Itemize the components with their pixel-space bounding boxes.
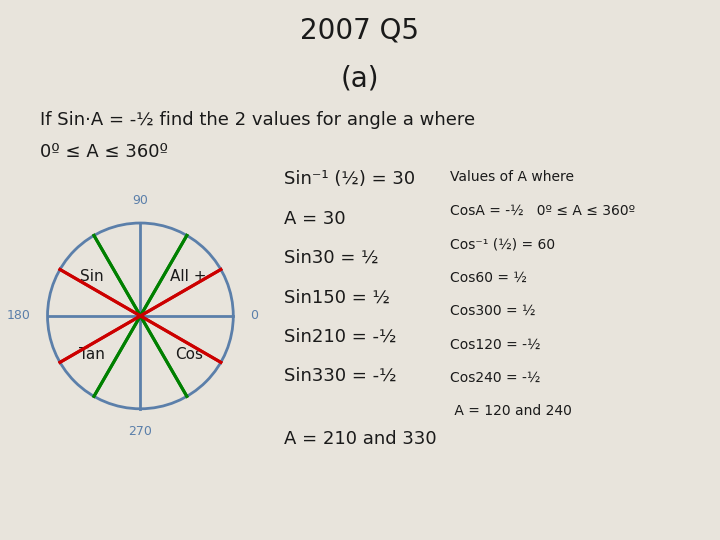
Text: Cos120 = -½: Cos120 = -½ xyxy=(450,338,541,352)
Text: Sin: Sin xyxy=(81,269,104,285)
Text: Cos300 = ½: Cos300 = ½ xyxy=(450,304,536,318)
Text: A = 30: A = 30 xyxy=(284,210,346,227)
Text: All +: All + xyxy=(171,269,207,285)
Text: A = 210 and 330: A = 210 and 330 xyxy=(284,430,437,448)
Text: Cos60 = ½: Cos60 = ½ xyxy=(450,271,527,285)
Text: 90: 90 xyxy=(132,194,148,207)
Text: Sin330 = -½: Sin330 = -½ xyxy=(284,367,397,385)
Text: Sin30 = ½: Sin30 = ½ xyxy=(284,249,379,267)
Text: Cos240 = -½: Cos240 = -½ xyxy=(450,371,541,385)
Text: 270: 270 xyxy=(128,424,153,437)
Text: Sin⁻¹ (½) = 30: Sin⁻¹ (½) = 30 xyxy=(284,170,415,188)
Text: 180: 180 xyxy=(7,309,31,322)
Text: A = 120 and 240: A = 120 and 240 xyxy=(450,404,572,418)
Text: Cos: Cos xyxy=(175,347,203,362)
Text: Values of A where: Values of A where xyxy=(450,170,574,184)
Text: CosA = -½   0º ≤ A ≤ 360º: CosA = -½ 0º ≤ A ≤ 360º xyxy=(450,204,635,218)
Text: 2007 Q5: 2007 Q5 xyxy=(300,16,420,44)
Text: Sin150 = ½: Sin150 = ½ xyxy=(284,288,390,306)
Text: If Sin·A = -½ find the 2 values for angle a where: If Sin·A = -½ find the 2 values for angl… xyxy=(40,111,474,129)
Text: Cos⁻¹ (½) = 60: Cos⁻¹ (½) = 60 xyxy=(450,237,555,251)
Text: Tan: Tan xyxy=(79,347,105,362)
Text: 0: 0 xyxy=(250,309,258,322)
Text: 0º ≤ A ≤ 360º: 0º ≤ A ≤ 360º xyxy=(40,143,168,161)
Text: Sin210 = -½: Sin210 = -½ xyxy=(284,328,397,346)
Text: (a): (a) xyxy=(341,65,379,93)
